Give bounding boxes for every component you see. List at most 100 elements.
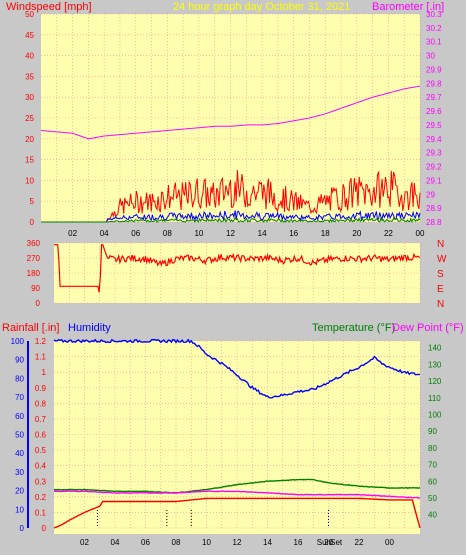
temperature-tick-label: 40: [428, 511, 437, 520]
windspeed-tick-label: 10: [25, 176, 34, 185]
rainfall-tick-label: 0.6: [35, 431, 47, 440]
rainfall-tick-label: 0.8: [35, 399, 47, 408]
barometer-series: [40, 85, 421, 140]
windspeed-tick-label: 30: [25, 93, 34, 102]
x-tick-label-bottom: 20: [324, 538, 333, 547]
barometer-axis-label: Barometer [.in]: [372, 1, 444, 13]
humidity-tick-label: 30: [15, 468, 24, 477]
x-tick-label-bottom: Set: [330, 538, 343, 547]
compass-direction-label: N: [437, 239, 444, 250]
temperature-tick-label: 80: [428, 444, 437, 453]
x-tick-label-bottom: 16: [294, 538, 303, 547]
windspeed-tick-label: 15: [25, 156, 34, 165]
temperature-tick-label: 90: [428, 427, 437, 436]
x-tick-label-bottom: 04: [111, 538, 120, 547]
barometer-tick-label: 28.8: [426, 218, 442, 227]
barometer-tick-label: 29.4: [426, 135, 442, 144]
rainfall-tick-label: 0.4: [35, 462, 47, 471]
chart-title: 24 hour graph day October 31, 2021: [173, 1, 350, 13]
windspeed-tick-label: 50: [25, 10, 34, 19]
direction-tick-label: 180: [27, 269, 41, 278]
direction-tick-label: 270: [27, 254, 41, 263]
rainfall-tick-label: 1.1: [35, 353, 47, 362]
wind-direction-series: [54, 244, 421, 293]
barometer-tick-label: 29.2: [426, 163, 442, 172]
windspeed-tick-label: 25: [25, 114, 34, 123]
temperature-tick-label: 110: [428, 394, 441, 403]
compass-direction-label: E: [437, 284, 444, 295]
windspeed-low-series: [41, 216, 421, 224]
windspeed-tick-label: 20: [25, 135, 34, 144]
x-tick-label-bottom: 08: [172, 538, 181, 547]
rainfall-axis-label: Rainfall [.in]: [2, 322, 59, 334]
rainfall-tick-label: 0.5: [35, 446, 47, 455]
x-tick-label-bottom: 02: [80, 538, 89, 547]
dewpoint-series: [53, 490, 421, 499]
temperature-tick-label: 130: [428, 360, 442, 369]
x-tick-label: 12: [226, 229, 235, 238]
x-tick-label-bottom: 10: [202, 538, 211, 547]
humidity-tick-label: 20: [15, 487, 24, 496]
humidity-tick-label: 0: [20, 524, 25, 533]
humidity-tick-label: 100: [11, 337, 25, 346]
x-tick-label: 20: [352, 229, 361, 238]
temperature-tick-label: 100: [428, 410, 442, 419]
rainfall-tick-label: 0.3: [35, 477, 47, 486]
temperature-series: [53, 478, 421, 494]
direction-tick-label: 90: [31, 284, 40, 293]
compass-direction-label: N: [437, 299, 444, 310]
windspeed-tick-label: 5: [30, 197, 35, 206]
x-tick-label-bottom: 12: [233, 538, 242, 547]
humidity-tick-label: 80: [15, 374, 24, 383]
rainfall-tick-label: 0: [42, 524, 47, 533]
barometer-tick-label: 29.7: [426, 93, 442, 102]
barometer-tick-label: 29: [426, 190, 435, 199]
barometer-tick-label: 30.2: [426, 24, 442, 33]
chart-marks: [27, 85, 421, 529]
temperature-tick-label: 140: [428, 344, 442, 353]
temperature-axis-label: Temperature (°F): [312, 322, 395, 334]
compass-direction-label: S: [437, 269, 444, 280]
x-tick-label-bottom: Sun: [317, 538, 331, 547]
barometer-tick-label: 29.3: [426, 149, 442, 158]
x-tick-label: 10: [194, 229, 203, 238]
barometer-tick-label: 30: [426, 52, 435, 61]
rainfall-tick-label: 0.1: [35, 508, 47, 517]
humidity-tick-label: 60: [15, 412, 24, 421]
humidity-axis-label: Humidity: [68, 322, 111, 334]
rainfall-tick-label: 0.9: [35, 384, 47, 393]
rainfall-tick-label: 1: [42, 368, 47, 377]
grid-lines: [41, 13, 421, 529]
x-tick-label: 00: [416, 229, 425, 238]
x-tick-label: 08: [163, 229, 172, 238]
windspeed-tick-label: 45: [25, 31, 34, 40]
temperature-tick-label: 50: [428, 494, 437, 503]
x-tick-label: 14: [258, 229, 267, 238]
x-tick-label-bottom: 06: [141, 538, 150, 547]
temperature-tick-label: 60: [428, 477, 437, 486]
humidity-tick-label: 10: [15, 505, 24, 514]
direction-tick-label: 0: [36, 299, 41, 308]
x-tick-label: 16: [289, 229, 298, 238]
barometer-tick-label: 29.5: [426, 121, 442, 130]
x-tick-label: 04: [100, 229, 109, 238]
windspeed-tick-label: 40: [25, 52, 34, 61]
tick-labels: 0510152025303540455028.828.92929.129.229…: [11, 10, 447, 547]
rainfall-series: [53, 497, 421, 529]
barometer-tick-label: 29.1: [426, 176, 442, 185]
compass-direction-label: W: [437, 254, 447, 265]
humidity-tick-label: 70: [15, 393, 24, 402]
dewpoint-axis-label: Dew Point (°F): [392, 322, 464, 334]
barometer-tick-label: 28.9: [426, 204, 442, 213]
barometer-tick-label: 29.9: [426, 65, 442, 74]
x-tick-label: 06: [131, 229, 140, 238]
barometer-tick-label: 29.6: [426, 107, 442, 116]
temperature-tick-label: 120: [428, 377, 442, 386]
windspeed-tick-label: 0: [30, 218, 35, 227]
direction-tick-label: 360: [27, 239, 41, 248]
barometer-tick-label: 30.1: [426, 38, 442, 47]
humidity-tick-label: 50: [15, 431, 24, 440]
x-tick-label-bottom: 14: [263, 538, 272, 547]
barometer-tick-label: 29.8: [426, 79, 442, 88]
